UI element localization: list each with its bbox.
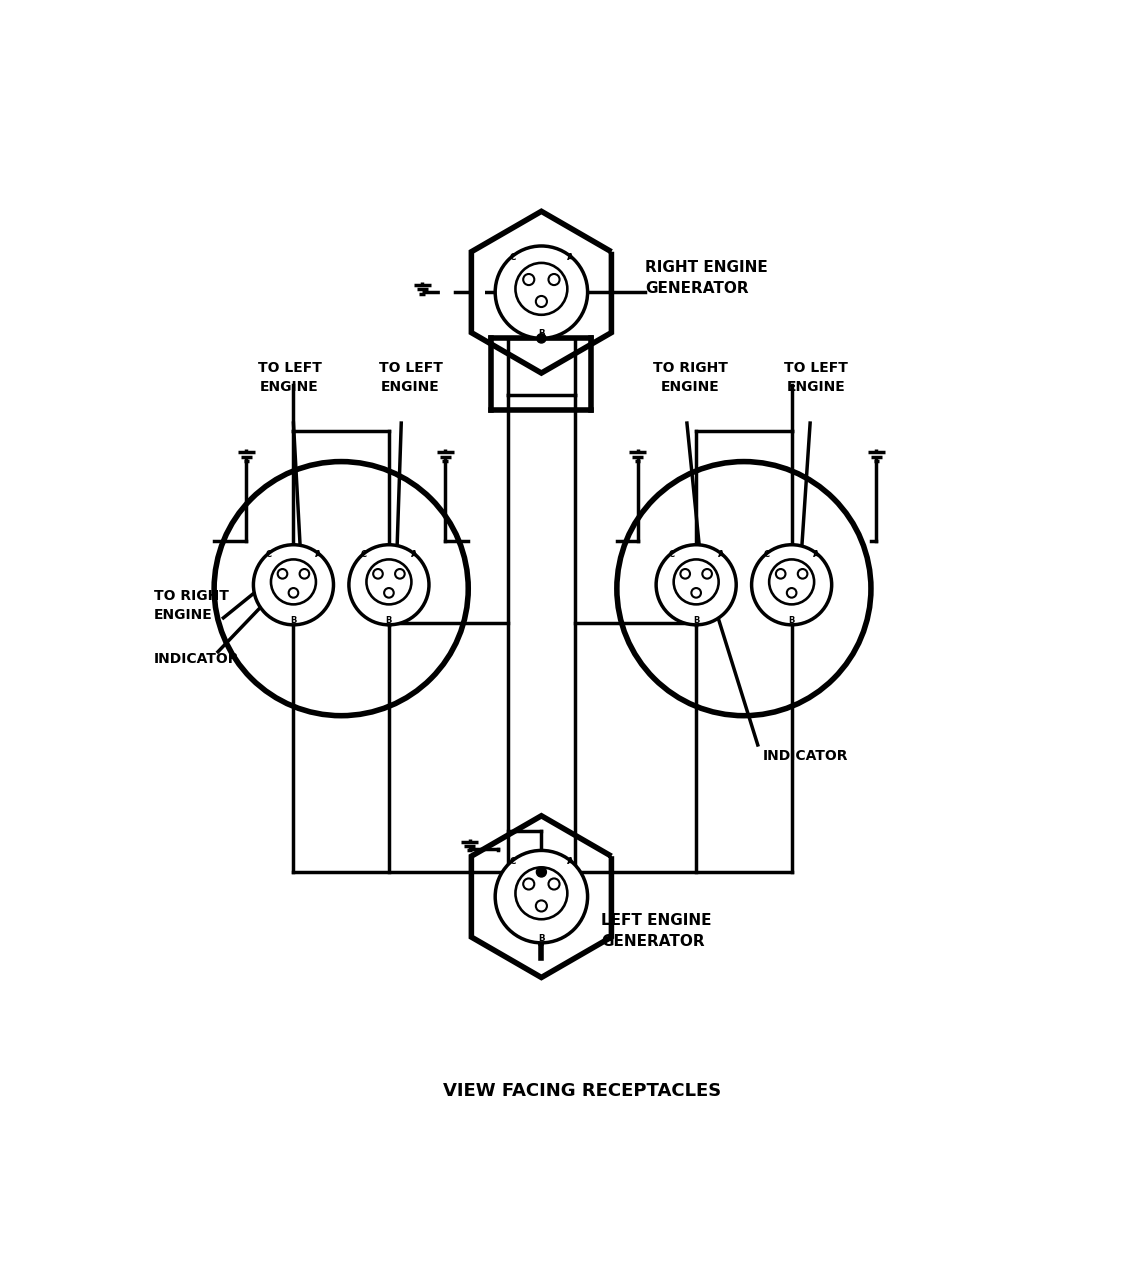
Text: C: C bbox=[763, 550, 770, 559]
Text: A: A bbox=[410, 550, 417, 559]
Circle shape bbox=[524, 878, 534, 889]
Text: TO RIGHT
ENGINE: TO RIGHT ENGINE bbox=[652, 361, 727, 394]
Circle shape bbox=[692, 588, 701, 598]
Circle shape bbox=[373, 569, 383, 579]
Circle shape bbox=[769, 560, 815, 604]
Circle shape bbox=[384, 588, 394, 598]
Circle shape bbox=[680, 569, 690, 579]
Circle shape bbox=[536, 901, 546, 911]
Circle shape bbox=[536, 867, 546, 877]
Circle shape bbox=[797, 569, 808, 579]
Circle shape bbox=[253, 545, 334, 625]
Text: A: A bbox=[315, 550, 321, 559]
Circle shape bbox=[536, 296, 546, 307]
Circle shape bbox=[537, 333, 546, 343]
Circle shape bbox=[349, 545, 429, 625]
Text: A: A bbox=[567, 253, 574, 262]
Text: B: B bbox=[788, 616, 795, 626]
Circle shape bbox=[752, 545, 832, 625]
Text: A: A bbox=[718, 550, 725, 559]
Text: B: B bbox=[538, 329, 544, 338]
Circle shape bbox=[787, 588, 796, 598]
Circle shape bbox=[776, 569, 785, 579]
Text: B: B bbox=[538, 934, 544, 943]
Text: A: A bbox=[813, 550, 820, 559]
Text: TO LEFT
ENGINE: TO LEFT ENGINE bbox=[258, 361, 321, 394]
Text: A: A bbox=[567, 858, 574, 867]
Text: INDICATOR: INDICATOR bbox=[763, 749, 849, 763]
Circle shape bbox=[549, 274, 560, 285]
Circle shape bbox=[367, 560, 411, 604]
Text: C: C bbox=[266, 550, 272, 559]
Circle shape bbox=[495, 246, 587, 338]
Text: TO LEFT
ENGINE: TO LEFT ENGINE bbox=[784, 361, 849, 394]
Circle shape bbox=[272, 560, 316, 604]
Text: B: B bbox=[291, 616, 296, 626]
Text: B: B bbox=[693, 616, 700, 626]
Circle shape bbox=[300, 569, 309, 579]
Text: INDICATOR: INDICATOR bbox=[154, 653, 240, 666]
Circle shape bbox=[657, 545, 736, 625]
Circle shape bbox=[289, 588, 299, 598]
Circle shape bbox=[395, 569, 404, 579]
Circle shape bbox=[674, 560, 719, 604]
Circle shape bbox=[702, 569, 712, 579]
Circle shape bbox=[516, 868, 567, 920]
Text: C: C bbox=[510, 858, 516, 867]
Text: LEFT ENGINE
GENERATOR: LEFT ENGINE GENERATOR bbox=[601, 914, 712, 949]
Text: RIGHT ENGINE
GENERATOR: RIGHT ENGINE GENERATOR bbox=[645, 260, 768, 296]
Text: TO LEFT
ENGINE: TO LEFT ENGINE bbox=[378, 361, 442, 394]
Text: VIEW FACING RECEPTACLES: VIEW FACING RECEPTACLES bbox=[443, 1082, 721, 1100]
Circle shape bbox=[549, 878, 560, 889]
Circle shape bbox=[277, 569, 287, 579]
Text: TO RIGHT
ENGINE: TO RIGHT ENGINE bbox=[154, 589, 229, 622]
Text: C: C bbox=[361, 550, 367, 559]
Text: C: C bbox=[668, 550, 675, 559]
Circle shape bbox=[524, 274, 534, 285]
Text: C: C bbox=[510, 253, 516, 262]
Circle shape bbox=[495, 850, 587, 943]
Text: B: B bbox=[386, 616, 392, 626]
Circle shape bbox=[516, 264, 567, 314]
